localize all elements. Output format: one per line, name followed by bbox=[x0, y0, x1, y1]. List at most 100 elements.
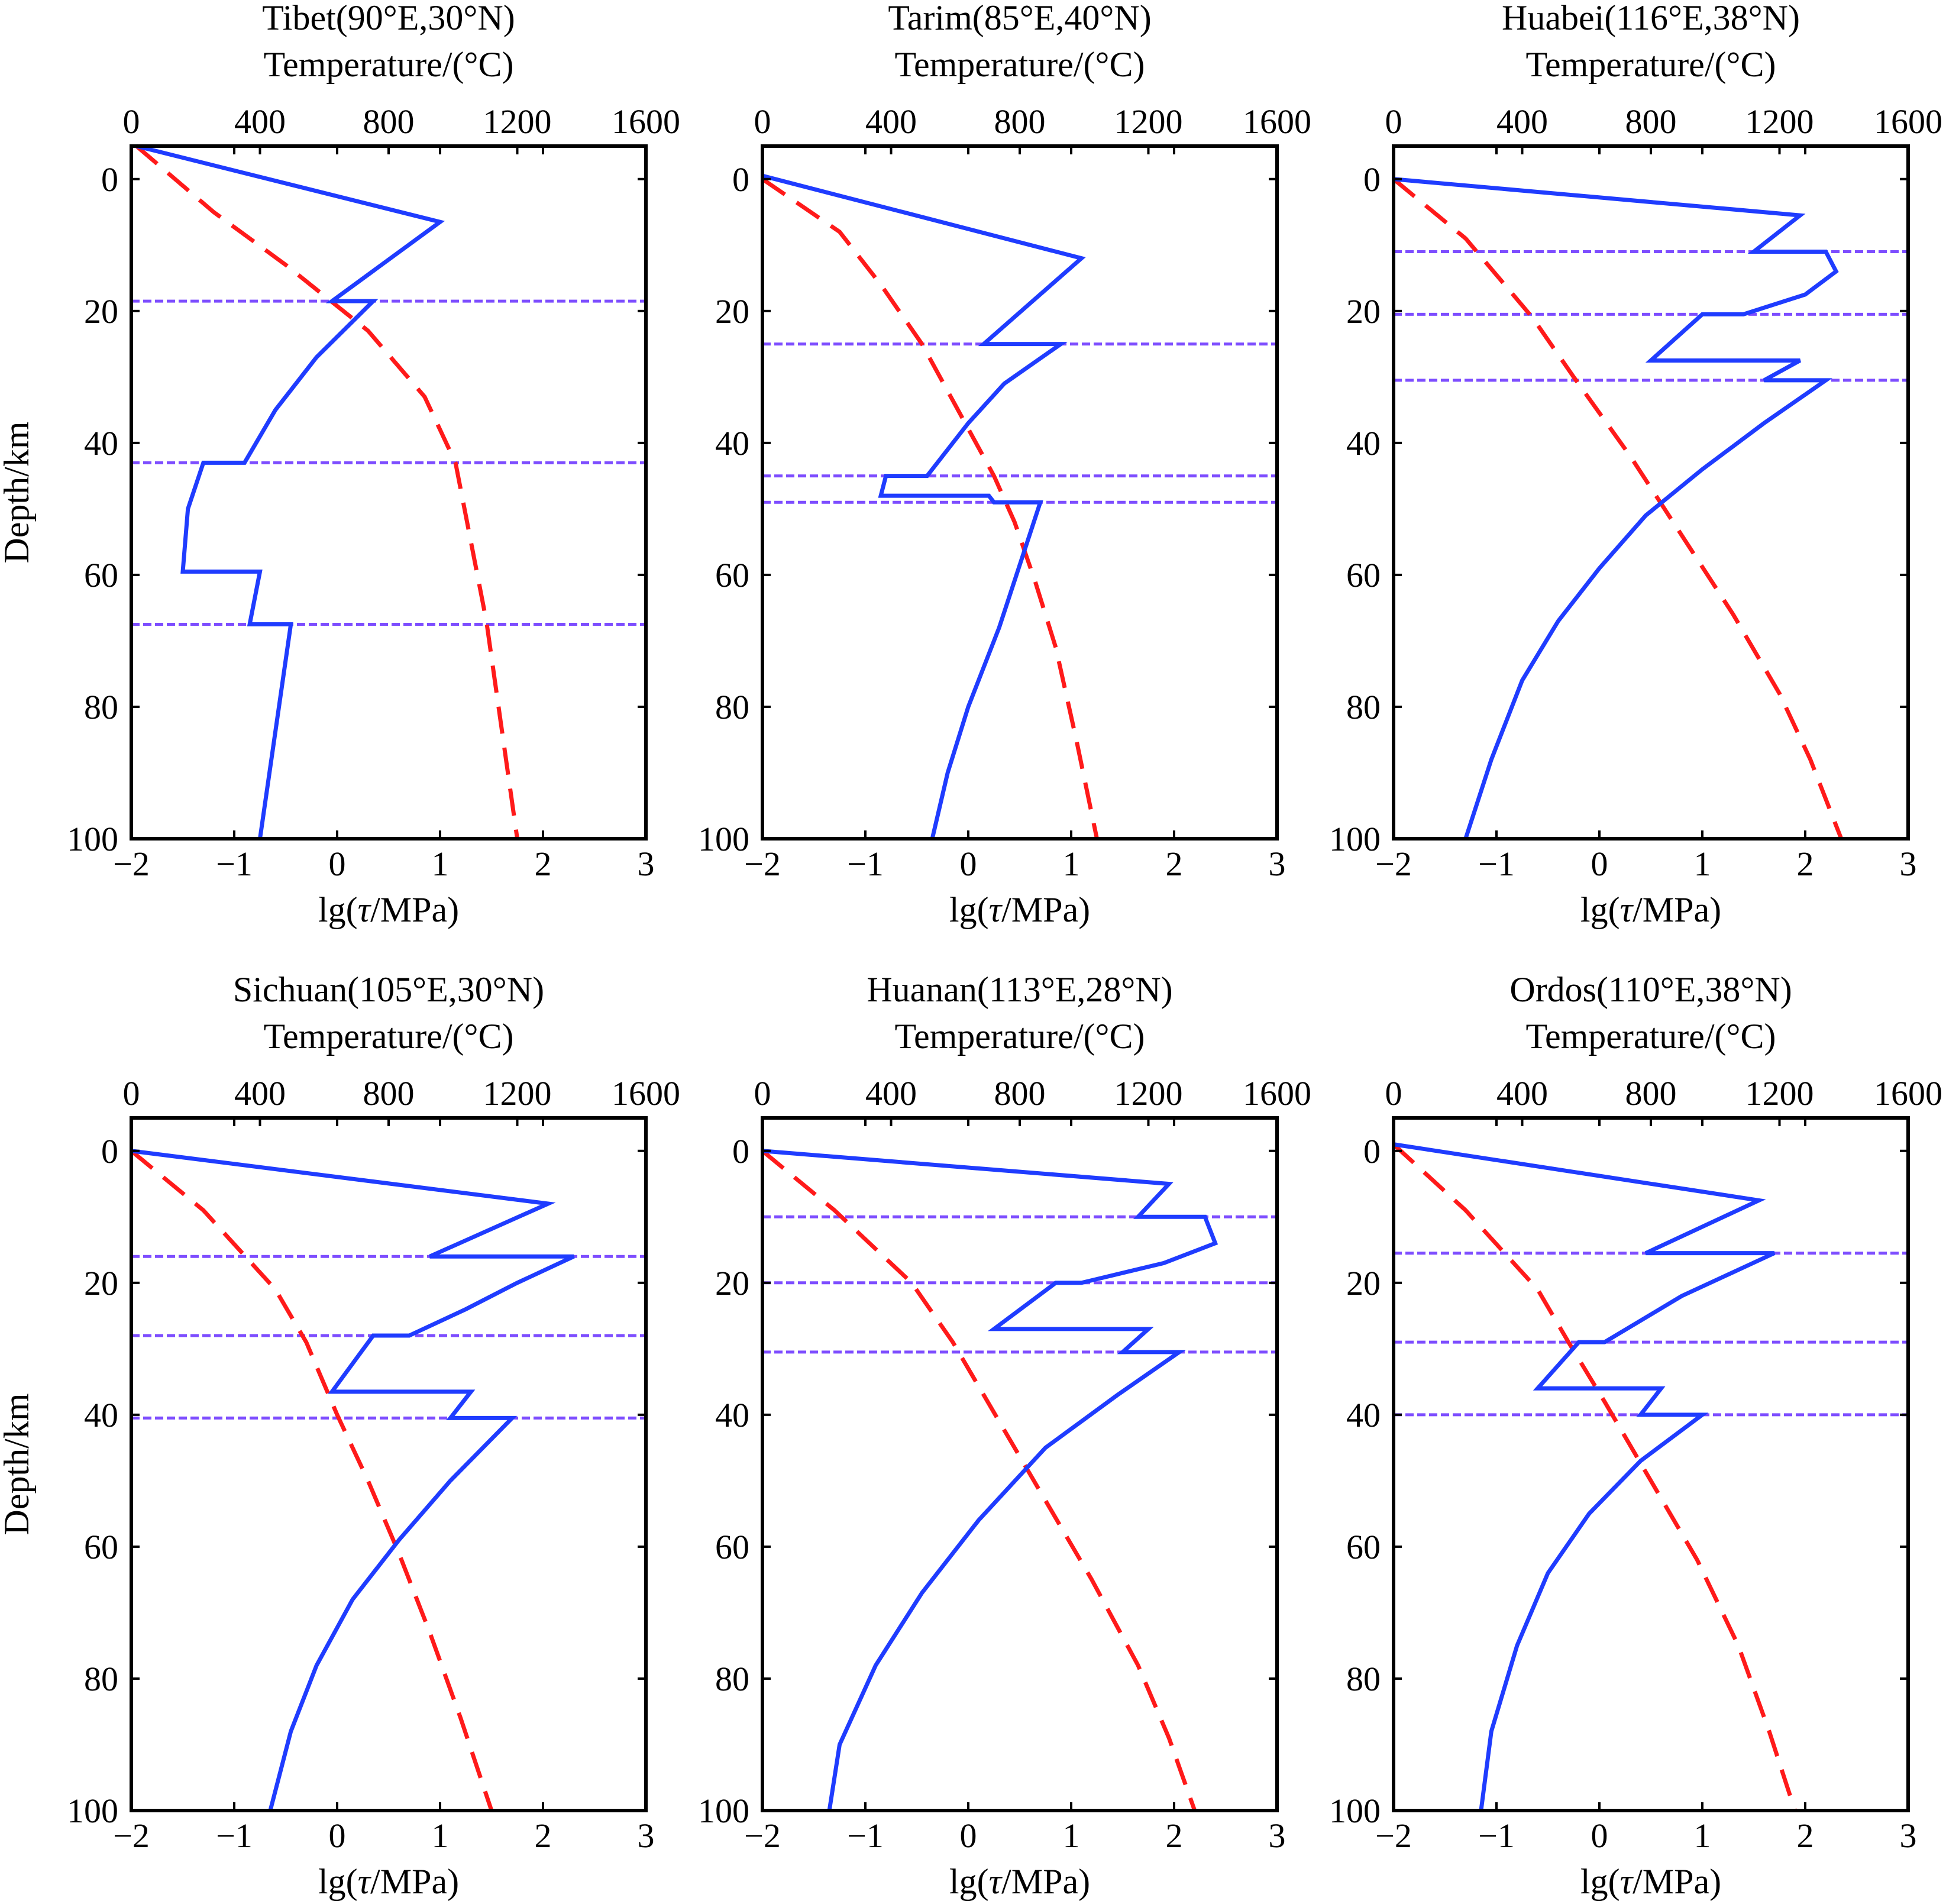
x2-tick-label: 400 bbox=[234, 102, 286, 141]
x-tick-label: 1 bbox=[1694, 845, 1711, 883]
chart-panel: Sichuan(105°E,30°N) Temperature/(°C) −2 −1 0… bbox=[0, 970, 680, 1901]
x-tick-label: 2 bbox=[1797, 1816, 1814, 1855]
x-tick-label: −2 bbox=[744, 1816, 781, 1855]
x-tick-label: −2 bbox=[1375, 1816, 1412, 1855]
x-tick-label: 0 bbox=[329, 845, 346, 883]
y-tick-label: 100 bbox=[1329, 1792, 1381, 1830]
plot-frame bbox=[130, 1116, 648, 1812]
strength-axis-title: lg(τ/MPa) bbox=[318, 1862, 459, 1901]
x2-tick-label: 0 bbox=[123, 102, 140, 141]
x-tick-label: 2 bbox=[535, 845, 552, 883]
x-tick-label: 3 bbox=[1269, 845, 1286, 883]
x-tick-label: −1 bbox=[847, 845, 884, 883]
x-tick-label: −2 bbox=[113, 1816, 150, 1855]
plot-frame bbox=[761, 1116, 1279, 1812]
strength-series-line bbox=[131, 1149, 575, 1811]
x-tick-label: 2 bbox=[535, 1816, 552, 1855]
x2-tick-label: 1600 bbox=[612, 102, 680, 141]
x-tick-label: 1 bbox=[1063, 845, 1080, 883]
y-tick-label: 100 bbox=[698, 1792, 749, 1830]
y-tick-label: 100 bbox=[1329, 820, 1381, 858]
x-tick-label: 1 bbox=[1694, 1816, 1711, 1855]
chart-panel: Huabei(116°E,38°N) Temperature/(°C) −2 −1 0 1… bbox=[1329, 0, 1942, 929]
chart-title: Tarim(85°E,40°N) bbox=[888, 0, 1151, 37]
y-tick-label: 20 bbox=[84, 292, 118, 331]
y-tick-label: 80 bbox=[84, 1660, 118, 1698]
plot-frame bbox=[761, 144, 1279, 841]
y-tick-label: 100 bbox=[698, 820, 749, 858]
x-tick-label: 1 bbox=[432, 1816, 449, 1855]
y-tick-label: 20 bbox=[1346, 292, 1381, 331]
y-tick-label: 60 bbox=[715, 556, 749, 594]
chart-panel: Tarim(85°E,40°N) Temperature/(°C) −2 −1 0 1 2 3… bbox=[698, 0, 1311, 929]
temperature-series-line bbox=[130, 1149, 494, 1812]
y-tick-label: 20 bbox=[84, 1264, 118, 1302]
x-tick-label: −1 bbox=[1478, 845, 1515, 883]
y-tick-label: 40 bbox=[1346, 424, 1381, 463]
strength-axis-title: lg(τ/MPa) bbox=[949, 1862, 1090, 1901]
temperature-series-line bbox=[135, 144, 519, 839]
strength-axis-title: lg(τ/MPa) bbox=[949, 890, 1090, 929]
x-tick-label: 2 bbox=[1166, 845, 1183, 883]
y-tick-label: 40 bbox=[715, 1396, 749, 1434]
x2-tick-label: 400 bbox=[1496, 1074, 1548, 1113]
x2-tick-label: 800 bbox=[1625, 102, 1677, 141]
x2-tick-label: 0 bbox=[754, 102, 771, 141]
y-tick-label: 40 bbox=[715, 424, 749, 463]
x-tick-label: 2 bbox=[1797, 845, 1814, 883]
y-tick-label: 0 bbox=[101, 1132, 118, 1171]
temperature-axis-title: Temperature/(°C) bbox=[1526, 45, 1776, 84]
y-tick-label: 100 bbox=[67, 1792, 118, 1830]
x-tick-label: 1 bbox=[432, 845, 449, 883]
x-tick-label: 0 bbox=[960, 845, 977, 883]
x2-tick-label: 1600 bbox=[612, 1074, 680, 1113]
x2-tick-label: 800 bbox=[994, 102, 1046, 141]
y-tick-label: 80 bbox=[715, 688, 749, 726]
x2-tick-label: 0 bbox=[1385, 1074, 1402, 1113]
plot-frame bbox=[1392, 144, 1910, 841]
x-tick-label: 2 bbox=[1166, 1816, 1183, 1855]
chart-title: Tibet(90°E,30°N) bbox=[262, 0, 515, 37]
strength-series-line bbox=[135, 144, 445, 839]
strength-axis-title: lg(τ/MPa) bbox=[318, 890, 459, 929]
y-tick-label: 80 bbox=[715, 1660, 749, 1698]
strength-series-line bbox=[762, 1149, 1218, 1811]
y-tick-label: 80 bbox=[84, 688, 118, 726]
x-tick-label: 3 bbox=[638, 1816, 655, 1855]
x2-tick-label: 800 bbox=[363, 1074, 415, 1113]
y-tick-label: 0 bbox=[732, 160, 749, 199]
chart-panel: Ordos(110°E,38°N)Temperature/(°C)−2 −1 0 1 2… bbox=[1329, 970, 1942, 1901]
x2-tick-label: 800 bbox=[994, 1074, 1046, 1113]
y-tick-label: 40 bbox=[1346, 1396, 1381, 1434]
x2-tick-label: 1200 bbox=[1745, 1074, 1814, 1113]
plot-frame bbox=[130, 144, 648, 841]
x2-tick-label: 400 bbox=[234, 1074, 286, 1113]
strength-axis-title: lg(τ/MPa) bbox=[1580, 890, 1721, 929]
x-tick-label: 3 bbox=[638, 845, 655, 883]
temperature-axis-title: Temperature/(°C) bbox=[264, 45, 514, 84]
x-tick-label: 0 bbox=[1591, 1816, 1608, 1855]
y-tick-label: 40 bbox=[84, 424, 118, 463]
x-tick-label: 0 bbox=[329, 1816, 346, 1855]
depth-axis-title: Depth/km bbox=[0, 1394, 36, 1536]
x-tick-label: 3 bbox=[1900, 845, 1917, 883]
y-tick-label: 0 bbox=[1363, 1132, 1381, 1171]
temperature-series-line bbox=[761, 177, 1099, 839]
y-tick-label: 80 bbox=[1346, 688, 1381, 726]
x2-tick-label: 1200 bbox=[1114, 102, 1183, 141]
y-tick-label: 20 bbox=[715, 1264, 749, 1302]
x-tick-label: 3 bbox=[1269, 1816, 1286, 1855]
y-tick-label: 0 bbox=[101, 160, 118, 199]
temperature-series-line bbox=[761, 1149, 1197, 1812]
y-tick-label: 60 bbox=[84, 556, 118, 594]
temperature-series-line bbox=[1392, 1143, 1797, 1812]
x2-tick-label: 1200 bbox=[1114, 1074, 1183, 1113]
x2-tick-label: 400 bbox=[1496, 102, 1548, 141]
x2-tick-label: 400 bbox=[865, 1074, 917, 1113]
strength-series-line bbox=[1393, 177, 1839, 840]
x-tick-label: −1 bbox=[216, 845, 253, 883]
x2-tick-label: 1600 bbox=[1874, 1074, 1942, 1113]
x-tick-label: 0 bbox=[1591, 845, 1608, 883]
strength-series-line bbox=[762, 173, 1086, 839]
